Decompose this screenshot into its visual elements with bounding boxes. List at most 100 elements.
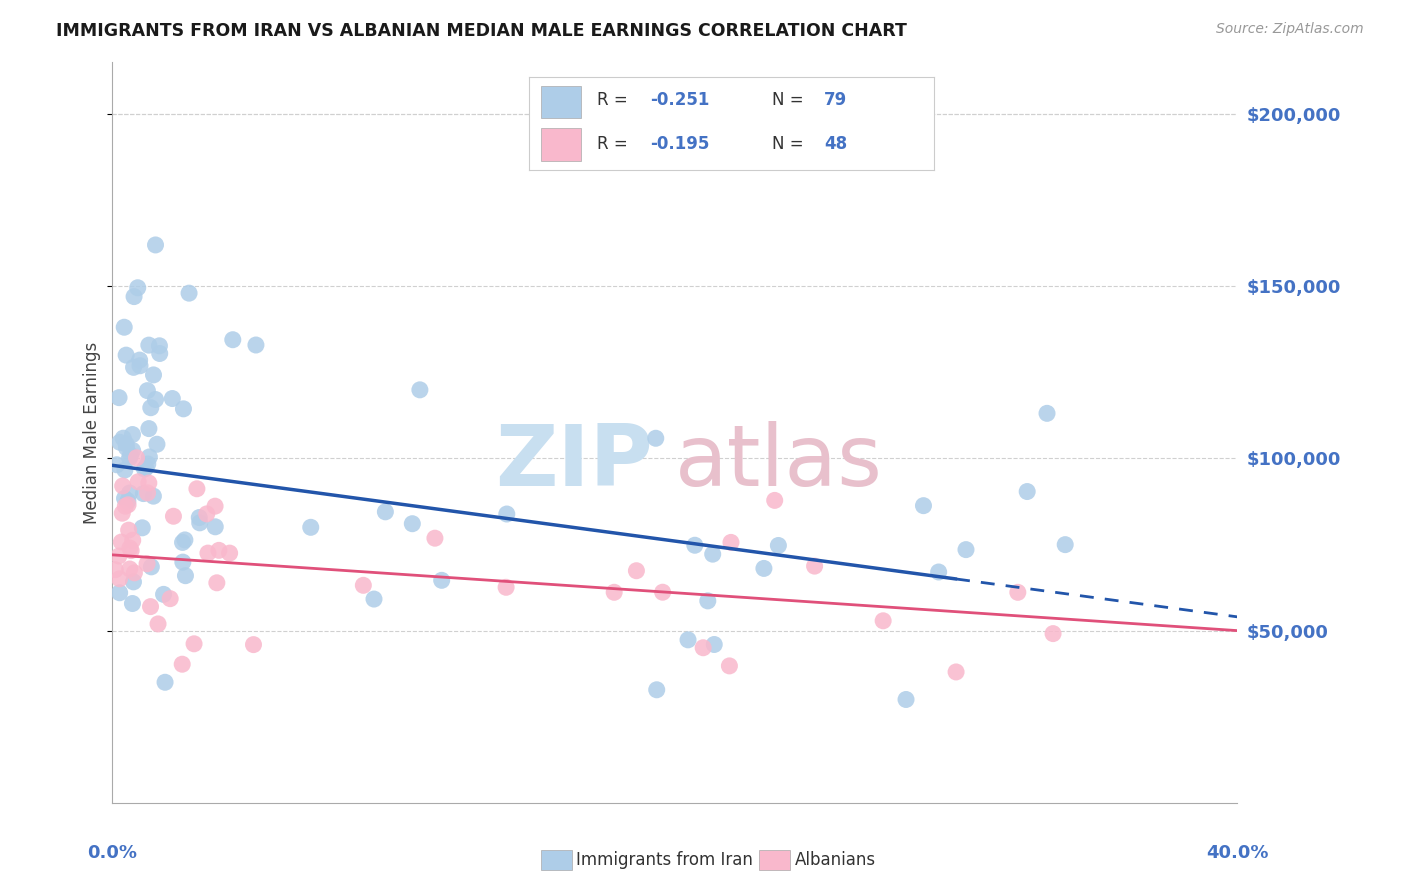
Point xyxy=(135,461,157,475)
Point xyxy=(108,586,131,600)
Point xyxy=(148,339,170,353)
Point xyxy=(118,541,141,555)
Point xyxy=(205,575,228,590)
Point xyxy=(1054,538,1077,552)
Point xyxy=(172,535,194,549)
Text: 0.0%: 0.0% xyxy=(87,845,138,863)
Point xyxy=(945,665,967,679)
Point xyxy=(108,435,131,450)
Text: IMMIGRANTS FROM IRAN VS ALBANIAN MEDIAN MALE EARNINGS CORRELATION CHART: IMMIGRANTS FROM IRAN VS ALBANIAN MEDIAN … xyxy=(56,22,907,40)
Point xyxy=(114,500,136,514)
Text: Albanians: Albanians xyxy=(794,851,876,869)
Point xyxy=(188,510,211,524)
Point xyxy=(195,507,218,521)
Point xyxy=(186,482,208,496)
Point xyxy=(141,559,163,574)
Point xyxy=(118,450,141,465)
Point xyxy=(720,535,742,549)
Point xyxy=(603,585,626,599)
Point xyxy=(138,475,160,490)
Point xyxy=(1007,585,1029,599)
Y-axis label: Median Male Earnings: Median Male Earnings xyxy=(83,342,101,524)
Point xyxy=(108,391,131,405)
Text: 40.0%: 40.0% xyxy=(1206,845,1268,863)
Point xyxy=(363,592,385,607)
Text: Immigrants from Iran: Immigrants from Iran xyxy=(576,851,754,869)
Point xyxy=(117,523,139,537)
Text: ZIP: ZIP xyxy=(495,421,652,504)
Point xyxy=(242,638,264,652)
Point xyxy=(139,599,162,614)
Point xyxy=(177,286,200,301)
Point xyxy=(162,392,184,406)
Point xyxy=(803,559,825,574)
Point xyxy=(146,437,169,451)
Point xyxy=(692,640,714,655)
Point xyxy=(752,561,775,575)
Point xyxy=(159,591,181,606)
Point xyxy=(495,580,517,594)
Point xyxy=(352,578,374,592)
Text: atlas: atlas xyxy=(675,421,883,504)
Point xyxy=(172,555,194,569)
Point xyxy=(763,493,786,508)
Point xyxy=(894,692,917,706)
Point xyxy=(142,489,165,503)
Point xyxy=(121,533,143,548)
Point xyxy=(696,594,718,608)
Point xyxy=(703,638,725,652)
Point xyxy=(928,565,950,579)
Point xyxy=(401,516,423,531)
Point xyxy=(174,568,197,582)
Point xyxy=(111,479,134,493)
Point xyxy=(1042,626,1064,640)
Point xyxy=(118,486,141,500)
Point xyxy=(115,437,138,451)
Point xyxy=(676,632,699,647)
Point xyxy=(245,338,267,352)
Point xyxy=(1017,484,1039,499)
Point xyxy=(115,348,138,362)
Point xyxy=(124,566,146,580)
Point xyxy=(188,516,211,530)
Point xyxy=(718,659,741,673)
Point xyxy=(117,494,139,508)
Point xyxy=(127,475,149,489)
Point xyxy=(204,499,226,513)
Point xyxy=(114,463,136,477)
Point xyxy=(409,383,432,397)
Point xyxy=(912,499,935,513)
Point xyxy=(104,563,127,577)
Point xyxy=(495,507,517,521)
Point xyxy=(142,368,165,382)
Point xyxy=(430,574,453,588)
Point xyxy=(115,441,138,455)
Point xyxy=(120,448,142,462)
Point xyxy=(644,431,666,445)
Point xyxy=(683,538,706,552)
Point xyxy=(114,491,136,506)
Point xyxy=(117,498,139,512)
Point xyxy=(110,535,132,549)
Point xyxy=(204,520,226,534)
Point xyxy=(131,521,153,535)
Point xyxy=(222,333,245,347)
Point xyxy=(183,637,205,651)
Point xyxy=(136,457,159,471)
Point xyxy=(768,539,790,553)
Point xyxy=(128,353,150,368)
Point xyxy=(129,359,152,373)
Point xyxy=(218,546,240,560)
Point xyxy=(149,346,172,360)
Point xyxy=(138,421,160,435)
Point xyxy=(105,458,128,472)
Point xyxy=(122,290,145,304)
Point xyxy=(121,597,143,611)
Point xyxy=(138,450,160,464)
Point xyxy=(121,443,143,458)
Point xyxy=(872,614,894,628)
Point xyxy=(374,505,396,519)
Point xyxy=(651,585,673,599)
Text: Source: ZipAtlas.com: Source: ZipAtlas.com xyxy=(1216,22,1364,37)
Point xyxy=(120,543,142,558)
